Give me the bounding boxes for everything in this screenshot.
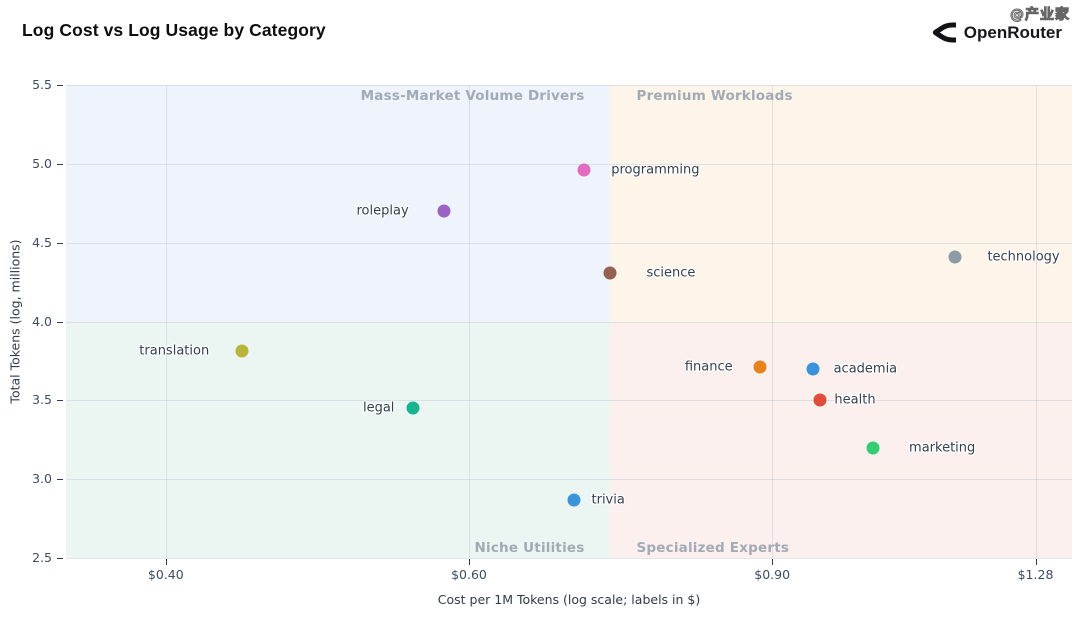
x-gridline <box>165 85 167 558</box>
data-point-finance[interactable] <box>753 360 767 374</box>
y-gridline <box>66 163 1072 165</box>
data-point-academia[interactable] <box>806 362 820 376</box>
quadrant-specialized <box>610 321 1072 558</box>
y-gridline <box>66 400 1072 402</box>
quadrant-mass-market <box>66 85 611 322</box>
data-point-marketing[interactable] <box>866 441 880 455</box>
x-tick-mark <box>772 559 774 565</box>
data-point-label-legal: legal <box>362 400 395 416</box>
x-gridline <box>469 85 470 558</box>
data-point-label-translation: translation <box>139 343 210 359</box>
y-tick-label: 4.0 <box>32 313 52 329</box>
x-tick-label: $0.60 <box>451 567 487 582</box>
x-tick-mark <box>1035 559 1037 565</box>
data-point-label-trivia: trivia <box>591 492 625 508</box>
data-point-translation[interactable] <box>235 344 249 358</box>
y-tick-mark <box>57 242 63 244</box>
data-point-label-roleplay: roleplay <box>356 203 409 219</box>
data-point-label-academia: academia <box>833 361 898 377</box>
quadrant-label-specialized: Specialized Experts <box>636 540 790 556</box>
openrouter-brand-link[interactable]: OpenRouter <box>932 21 1062 44</box>
scatter-plot-area: $0.40 $0.60 $0.90 $1.28 2.5 3.0 3.5 4.0 4.5 5.0 5.… <box>32 77 1072 582</box>
y-gridline <box>66 321 1072 323</box>
x-tick-mark <box>165 559 167 565</box>
y-gridline <box>66 242 1072 244</box>
y-tick-mark <box>57 85 63 86</box>
data-point-label-health: health <box>834 392 876 408</box>
y-gridline <box>66 479 1072 481</box>
y-tick-label: 5.0 <box>32 155 52 171</box>
y-tick-mark <box>57 163 63 165</box>
watermark-text: @产业家 <box>1010 7 1070 24</box>
y-tick-mark <box>57 479 63 481</box>
y-tick-mark <box>57 400 63 402</box>
data-point-label-science: science <box>646 265 696 281</box>
y-tick-label: 4.5 <box>32 234 52 250</box>
quadrant-niche <box>66 321 611 558</box>
y-tick-mark <box>57 558 63 559</box>
x-tick-label: $1.28 <box>1017 567 1054 582</box>
y-tick-label: 5.5 <box>32 77 52 92</box>
x-tick-label: $0.40 <box>147 567 184 582</box>
data-point-programming[interactable] <box>577 163 591 177</box>
y-tick-label: 3.0 <box>32 471 52 487</box>
y-axis-title: Total Tokens (log, millions) <box>7 239 23 404</box>
data-point-label-finance: finance <box>684 359 733 375</box>
quadrant-premium <box>610 85 1072 322</box>
data-point-label-programming: programming <box>611 162 700 178</box>
x-tick-label: $0.90 <box>754 567 791 582</box>
y-tick-label: 3.5 <box>32 392 52 408</box>
y-gridline <box>66 558 1072 559</box>
y-tick-label: 2.5 <box>32 550 52 565</box>
data-point-roleplay[interactable] <box>437 204 451 218</box>
quadrant-label-premium: Premium Workloads <box>636 88 793 104</box>
quadrant-label-niche: Niche Utilities <box>474 540 585 556</box>
openrouter-brand-name: OpenRouter <box>963 22 1062 42</box>
y-gridline <box>66 85 1072 86</box>
data-point-label-marketing: marketing <box>909 440 976 456</box>
x-gridline <box>772 85 774 558</box>
data-point-trivia[interactable] <box>567 493 580 507</box>
openrouter-logo-icon <box>932 21 957 44</box>
quadrant-label-mass-market: Mass-Market Volume Drivers <box>360 88 585 104</box>
x-axis-title: Cost per 1M Tokens (log scale; labels in… <box>437 592 701 607</box>
data-point-health[interactable] <box>813 393 827 407</box>
x-gridline <box>1035 85 1037 558</box>
data-point-science[interactable] <box>603 266 617 280</box>
x-tick-mark <box>469 559 470 565</box>
page-title: Log Cost vs Log Usage by Category <box>22 20 326 40</box>
y-tick-mark <box>57 321 63 323</box>
data-point-label-technology: technology <box>987 249 1060 265</box>
data-point-technology[interactable] <box>948 250 962 264</box>
data-point-legal[interactable] <box>406 401 420 415</box>
